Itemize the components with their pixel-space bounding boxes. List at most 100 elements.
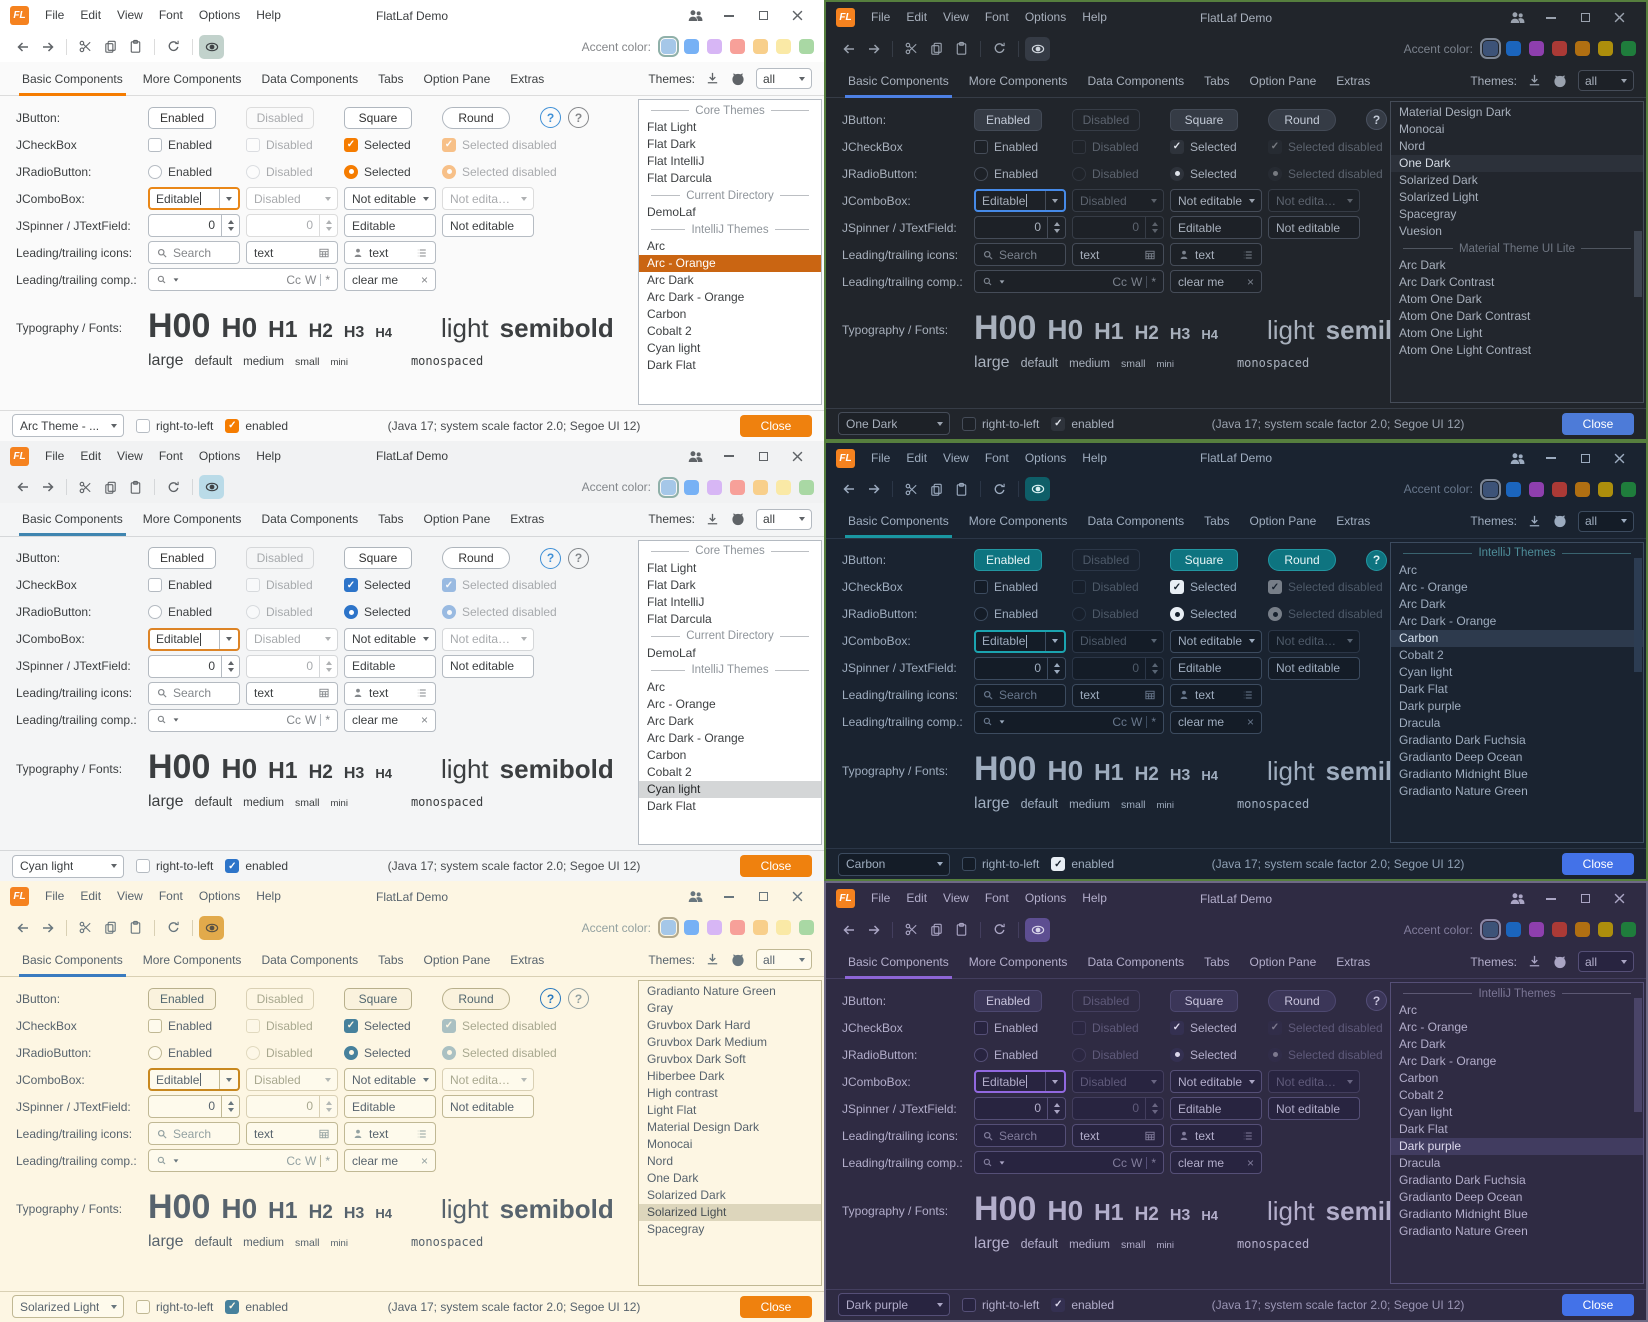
accent-swatch-3[interactable] bbox=[707, 920, 722, 936]
inspect-eye-icon[interactable] bbox=[1025, 36, 1050, 61]
help-button-2[interactable]: ? bbox=[568, 107, 589, 128]
theme-item[interactable]: Arc Dark bbox=[1399, 1037, 1446, 1052]
tab-option-pane[interactable]: Option Pane bbox=[1249, 73, 1317, 88]
tab-more-components[interactable]: More Components bbox=[142, 952, 242, 967]
textfield-editable[interactable]: Editable bbox=[344, 1095, 436, 1119]
theme-item[interactable]: Gruvbox Dark Medium bbox=[647, 1035, 768, 1050]
checkbox-selected[interactable]: ✓ bbox=[344, 578, 358, 593]
github-icon[interactable] bbox=[1552, 73, 1568, 89]
help-button-2[interactable]: ? bbox=[568, 547, 589, 569]
textfield-editable[interactable]: Editable bbox=[344, 214, 436, 237]
regex-icon[interactable]: * bbox=[325, 1153, 330, 1168]
tab-more-components[interactable]: More Components bbox=[142, 71, 242, 86]
match-case-icon[interactable]: Cc bbox=[286, 272, 301, 287]
theme-item[interactable]: Monocai bbox=[647, 1137, 693, 1152]
inspect-eye-icon[interactable] bbox=[199, 34, 224, 59]
maximize-button[interactable] bbox=[746, 881, 780, 912]
theme-item[interactable]: One Dark bbox=[647, 1171, 699, 1186]
checkbox-selected[interactable]: ✓ bbox=[1170, 1020, 1184, 1035]
inspect-eye-icon[interactable] bbox=[1025, 477, 1050, 502]
tab-data-components[interactable]: Data Components bbox=[261, 952, 359, 967]
menu-view[interactable]: View bbox=[117, 889, 143, 904]
tab-more-components[interactable]: More Components bbox=[142, 512, 242, 527]
combobox-editable[interactable]: Editable bbox=[974, 189, 1066, 212]
radio-selected[interactable] bbox=[344, 1045, 358, 1060]
help-button[interactable]: ? bbox=[540, 107, 561, 128]
textfield-editable[interactable]: Editable bbox=[1170, 656, 1262, 680]
menu-font[interactable]: Font bbox=[984, 891, 1009, 906]
accent-swatch-4[interactable] bbox=[730, 479, 745, 495]
theme-item[interactable]: Light Flat bbox=[647, 1103, 697, 1118]
back-icon[interactable] bbox=[836, 477, 861, 501]
tab-data-components[interactable]: Data Components bbox=[1087, 954, 1185, 969]
tab-more-components[interactable]: More Components bbox=[968, 514, 1068, 529]
inspect-eye-icon[interactable] bbox=[1025, 917, 1050, 942]
theme-item[interactable]: Gradianto Deep Ocean bbox=[1399, 749, 1523, 764]
search-with-options-input[interactable]: Cc W * bbox=[974, 1151, 1164, 1175]
theme-item[interactable]: Gray bbox=[647, 1001, 674, 1016]
themes-list[interactable]: Core Themes Flat Light Flat Dark Flat Intel… bbox=[638, 99, 822, 405]
clear-icon[interactable]: × bbox=[420, 1153, 428, 1168]
theme-item[interactable]: Flat Light bbox=[647, 560, 697, 575]
theme-item[interactable]: Flat Dark bbox=[647, 577, 696, 592]
github-icon[interactable] bbox=[1552, 513, 1568, 529]
minimize-button[interactable] bbox=[1534, 443, 1568, 474]
checkbox-enabled[interactable] bbox=[974, 139, 988, 154]
search-with-options-input[interactable]: Cc W * bbox=[974, 270, 1164, 293]
checkbox-selected[interactable]: ✓ bbox=[344, 137, 358, 152]
menu-help[interactable]: Help bbox=[1082, 450, 1107, 465]
clear-me-input[interactable]: clear me × bbox=[1170, 270, 1262, 293]
minimize-button[interactable] bbox=[712, 441, 746, 472]
copy-icon[interactable] bbox=[98, 35, 123, 59]
themes-list[interactable]: IntelliJ Themes Arc Arc - Orange Arc Dark Ar… bbox=[1390, 982, 1644, 1284]
tab-extras[interactable]: Extras bbox=[510, 71, 545, 86]
text-field-calendar[interactable]: text bbox=[1072, 683, 1164, 707]
tab-data-components[interactable]: Data Components bbox=[261, 71, 359, 86]
theme-item[interactable]: Arc Dark bbox=[1399, 596, 1446, 611]
combobox-editable[interactable]: Editable bbox=[974, 1070, 1066, 1094]
copy-icon[interactable] bbox=[98, 475, 123, 499]
refresh-icon[interactable] bbox=[987, 477, 1012, 501]
combobox-editable[interactable]: Editable bbox=[148, 1068, 240, 1092]
square-button[interactable]: Square bbox=[344, 547, 412, 570]
menu-help[interactable]: Help bbox=[1082, 891, 1107, 906]
tab-extras[interactable]: Extras bbox=[510, 952, 545, 967]
list-scrollbar[interactable] bbox=[1634, 230, 1642, 297]
download-icon[interactable] bbox=[705, 71, 720, 86]
theme-item[interactable]: Gradianto Dark Fuchsia bbox=[1399, 1173, 1526, 1188]
themes-filter-combo[interactable]: all bbox=[756, 68, 812, 89]
search-with-options-input[interactable]: Cc W * bbox=[148, 1149, 338, 1173]
tab-tabs[interactable]: Tabs bbox=[1204, 514, 1230, 529]
refresh-icon[interactable] bbox=[987, 918, 1012, 942]
theme-item[interactable]: Carbon bbox=[647, 747, 687, 762]
theme-item[interactable]: Arc Dark - Orange bbox=[647, 290, 745, 304]
close-button[interactable]: Close bbox=[1562, 1293, 1634, 1316]
list-scrollbar[interactable] bbox=[1634, 557, 1642, 672]
clear-me-input[interactable]: clear me × bbox=[344, 1149, 436, 1173]
accent-swatch-7[interactable] bbox=[799, 920, 814, 936]
accent-swatch-3[interactable] bbox=[707, 479, 722, 495]
refresh-icon[interactable] bbox=[987, 37, 1012, 61]
tab-option-pane[interactable]: Option Pane bbox=[423, 952, 491, 967]
accent-swatch-1[interactable] bbox=[1483, 481, 1498, 497]
cut-icon[interactable] bbox=[73, 916, 98, 940]
right-to-left-checkbox[interactable] bbox=[136, 859, 150, 874]
help-button[interactable]: ? bbox=[1366, 990, 1387, 1012]
maximize-button[interactable] bbox=[746, 441, 780, 472]
menu-font[interactable]: Font bbox=[158, 889, 183, 904]
theme-item[interactable]: Nord bbox=[647, 1154, 674, 1169]
menu-view[interactable]: View bbox=[117, 8, 143, 22]
regex-icon[interactable]: * bbox=[1151, 1155, 1156, 1170]
theme-item[interactable]: Arc Dark bbox=[1399, 258, 1446, 272]
regex-icon[interactable]: * bbox=[325, 713, 330, 728]
right-to-left-checkbox[interactable] bbox=[962, 416, 976, 431]
theme-item[interactable]: One Dark bbox=[1391, 155, 1643, 172]
close-window-button[interactable] bbox=[1602, 883, 1636, 914]
round-button[interactable]: Round bbox=[442, 106, 510, 129]
accent-swatch-4[interactable] bbox=[730, 920, 745, 936]
match-case-icon[interactable]: Cc bbox=[1112, 274, 1127, 289]
accent-swatch-1[interactable] bbox=[1483, 41, 1498, 56]
text-field-user-list[interactable]: text bbox=[344, 1122, 436, 1146]
clear-icon[interactable]: × bbox=[1246, 274, 1254, 289]
search-with-options-input[interactable]: Cc W * bbox=[148, 268, 338, 291]
